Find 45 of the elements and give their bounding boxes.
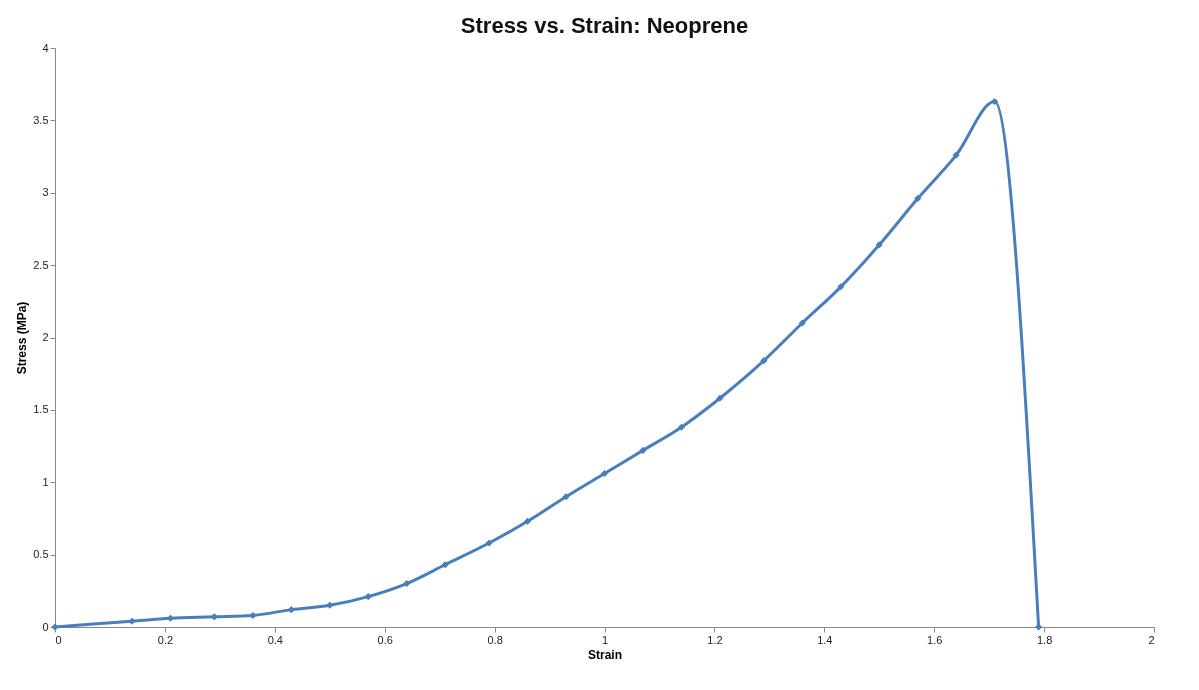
point xyxy=(562,493,570,501)
point xyxy=(991,98,999,106)
point xyxy=(287,606,295,614)
point xyxy=(760,357,768,365)
x-tick-label: 1.8 xyxy=(1036,633,1053,646)
point xyxy=(403,580,411,588)
point xyxy=(485,539,493,547)
y-tick-label: 0 xyxy=(42,620,49,633)
y-tick-label: 3.5 xyxy=(33,113,49,126)
point xyxy=(677,423,685,431)
y-tick-label: 2.5 xyxy=(33,258,49,271)
y-axis-title: Stress (MPa) xyxy=(15,301,30,375)
x-tick-label: 1.6 xyxy=(927,633,943,646)
x-tick-label: 1.4 xyxy=(817,633,833,646)
x-tick-label: 0.6 xyxy=(377,633,393,646)
point xyxy=(952,151,960,159)
point xyxy=(524,517,532,525)
y-tick-label: 1.5 xyxy=(33,403,49,416)
point xyxy=(914,195,922,203)
point xyxy=(716,394,724,402)
point xyxy=(128,617,136,625)
chart-title: Stress vs. Strain: Neoprene xyxy=(460,13,749,38)
x-tick-label: 2 xyxy=(1148,633,1155,646)
x-tick-label: 1 xyxy=(601,633,609,646)
point xyxy=(600,470,609,478)
x-tick-label: 0.4 xyxy=(267,633,283,646)
y-tick-label: 4 xyxy=(42,41,49,54)
x-axis-title: Strain xyxy=(587,647,623,662)
point xyxy=(639,446,647,454)
point xyxy=(875,241,883,249)
y-tick-label: 0.5 xyxy=(33,548,49,561)
x-tick-label: 0.8 xyxy=(487,633,503,646)
x-tick-label: 0.2 xyxy=(157,633,174,646)
point xyxy=(441,561,449,569)
point xyxy=(364,593,372,601)
y-tick-label: 2 xyxy=(42,331,49,343)
x-tick-label: 1.2 xyxy=(707,633,723,646)
point xyxy=(326,601,334,609)
point xyxy=(798,319,806,327)
point xyxy=(837,283,845,291)
y-tick-label: 3 xyxy=(42,186,49,199)
point xyxy=(210,613,218,621)
x-tick-label: 0 xyxy=(55,633,62,646)
y-tick-label: 1 xyxy=(42,475,49,488)
point xyxy=(249,611,257,619)
